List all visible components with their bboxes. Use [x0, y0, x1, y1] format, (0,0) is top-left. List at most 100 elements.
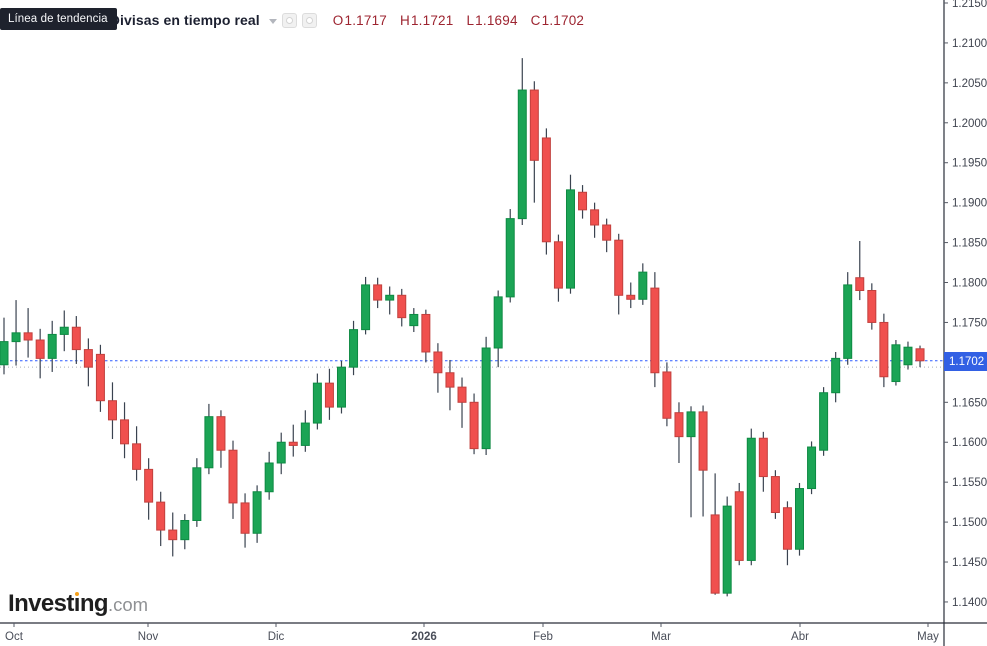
candle-body-up [843, 284, 853, 359]
candle-body-up [565, 189, 575, 289]
candle-body-up [336, 366, 346, 408]
candle-body-down [457, 386, 467, 403]
candle-body-up [505, 218, 515, 298]
trendline-tooltip: Línea de tendencia [0, 8, 117, 30]
candle-body-down [614, 239, 624, 296]
candle-body-up [349, 329, 359, 368]
candle-body-up [276, 441, 286, 464]
candle-body-up [47, 333, 57, 359]
candle-body-up [517, 89, 527, 220]
candle-body-up [409, 313, 419, 327]
time-axis-label: 2026 [411, 631, 437, 643]
candle-body-up [180, 519, 190, 541]
candle-body-up [722, 505, 732, 594]
candle-body-up [794, 488, 804, 550]
candle-body-up [312, 382, 322, 424]
price-axis-label: 1.2050 [952, 78, 987, 90]
candle-body-up [481, 347, 491, 450]
candle-body-down [915, 348, 925, 362]
time-axis-label: Dic [268, 631, 285, 643]
candle-body-down [35, 339, 45, 359]
candle-body-down [469, 401, 479, 450]
candle-body-down [590, 209, 600, 226]
toolbar-icon-1[interactable] [281, 12, 297, 28]
time-axis-label: Oct [5, 631, 24, 643]
candle-body-down [529, 89, 539, 161]
price-axis-label: 1.1950 [952, 158, 987, 170]
candle-body-up [361, 284, 371, 331]
candle-body-down [553, 241, 563, 289]
current-price-value: 1.1702 [949, 355, 985, 368]
candle-body-up [831, 357, 841, 394]
candle-body-down [120, 419, 130, 445]
candle-body-up [807, 446, 817, 490]
candle-body-up [252, 491, 262, 534]
candle-body-down [156, 501, 166, 531]
ohlc-high: H1.1721 [400, 12, 454, 28]
candle-body-up [0, 341, 9, 366]
ohlc-close: C1.1702 [530, 12, 585, 28]
price-axis-label: 1.1800 [952, 278, 987, 290]
time-axis-label: Abr [791, 631, 809, 643]
candle-body-up [59, 326, 69, 335]
candle-body-up [891, 344, 901, 383]
candle-body-down [445, 372, 455, 388]
candle-body-up [192, 467, 202, 521]
price-axis-label: 1.1850 [952, 238, 987, 250]
candle-body-down [421, 313, 431, 353]
candle-body-up [11, 332, 21, 343]
candle-body-down [674, 412, 684, 438]
logo-suffix: .com [107, 594, 149, 615]
chevron-down-icon[interactable] [268, 19, 277, 24]
candle-body-up [300, 422, 310, 446]
price-axis-label: 1.1650 [952, 397, 987, 409]
candle-body-down [23, 332, 33, 341]
candle-body-up [385, 294, 395, 301]
candle-body-down [397, 294, 407, 319]
candle-body-down [602, 224, 612, 241]
logo-i-orange-dot: ı [73, 590, 81, 617]
candle-body-down [650, 287, 660, 374]
candle-body-up [819, 392, 829, 451]
candle-body-down [541, 137, 551, 243]
price-axis-label: 1.1900 [952, 198, 987, 210]
candle-body-down [710, 514, 720, 594]
symbol-title[interactable]: ), Divisas en tiempo real [97, 12, 260, 28]
ohlc-open: O1.1717 [332, 12, 387, 28]
candle-body-down [734, 491, 744, 561]
candle-body-up [264, 462, 274, 493]
price-axis-label: 1.1500 [952, 517, 987, 529]
candle-body-down [288, 441, 298, 446]
candle-body-down [578, 191, 588, 211]
candle-body-down [168, 529, 178, 541]
candle-body-down [879, 321, 889, 378]
candle-body-down [324, 382, 334, 408]
price-axis-label: 1.1750 [952, 317, 987, 329]
candle-body-down [626, 294, 636, 300]
time-axis-label: Feb [533, 631, 553, 643]
price-axis-label: 1.2150 [952, 0, 987, 10]
candle-body-up [746, 437, 756, 561]
toolbar-icon-2[interactable] [301, 12, 317, 28]
ohlc-low: L1.1694 [466, 12, 518, 28]
candle-body-down [867, 289, 877, 323]
candle-body-down [698, 411, 708, 471]
candle-body-down [132, 443, 142, 470]
candle-body-down [782, 507, 792, 550]
candle-body-up [903, 346, 913, 366]
candle-body-up [686, 411, 696, 438]
price-axis-label: 1.2000 [952, 118, 987, 130]
price-axis-label: 1.1450 [952, 557, 987, 569]
candle-body-down [240, 502, 250, 534]
candle-body-down [770, 476, 780, 514]
ohlc-readout: O1.1717 H1.1721 L1.1694 C1.1702 [333, 13, 597, 28]
candle-body-down [433, 351, 443, 374]
candle-body-down [228, 449, 238, 504]
investing-logo[interactable]: Investıng.com [8, 590, 148, 619]
candle-body-down [83, 349, 93, 368]
logo-text-2: ng [79, 590, 109, 617]
logo-text: Invest [8, 590, 74, 617]
time-axis-label: Mar [651, 631, 671, 643]
